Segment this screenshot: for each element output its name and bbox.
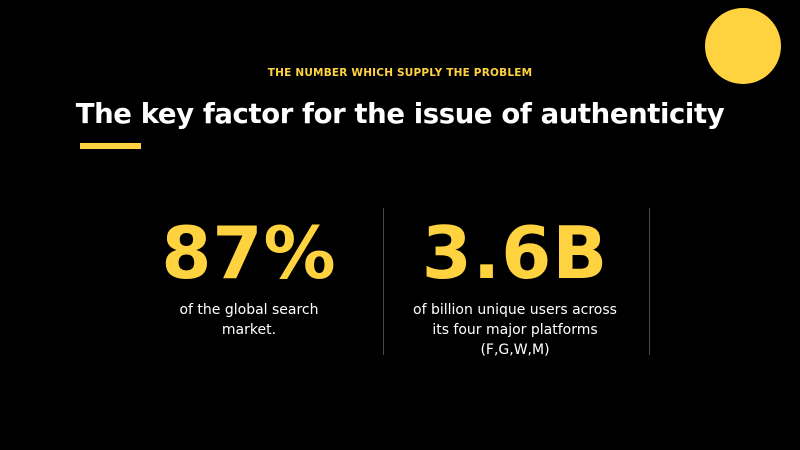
stat-value-search-share: 87% <box>161 211 337 295</box>
stat-description-unique-users: of billion unique users across its four … <box>395 300 635 360</box>
stat-description-line: market. <box>221 322 277 338</box>
slide-eyebrow: THE NUMBER WHICH SUPPLY THE PROBLEM <box>267 67 533 79</box>
stat-divider-left <box>383 208 384 355</box>
title-accent-bar <box>80 143 141 149</box>
stat-value-unique-users: 3.6B <box>421 211 609 295</box>
slide-title: The key factor for the issue of authenti… <box>75 98 725 130</box>
stat-description-line: of billion unique users across <box>413 302 617 318</box>
stat-description-line: (F,G,W,M) <box>480 342 550 358</box>
stat-description-line: of the global search <box>179 302 319 318</box>
stat-divider-right <box>649 208 650 355</box>
stat-description-line: its four major platforms <box>432 322 598 338</box>
stat-description-search-share: of the global search market. <box>149 300 349 340</box>
decorative-circle <box>705 8 781 84</box>
